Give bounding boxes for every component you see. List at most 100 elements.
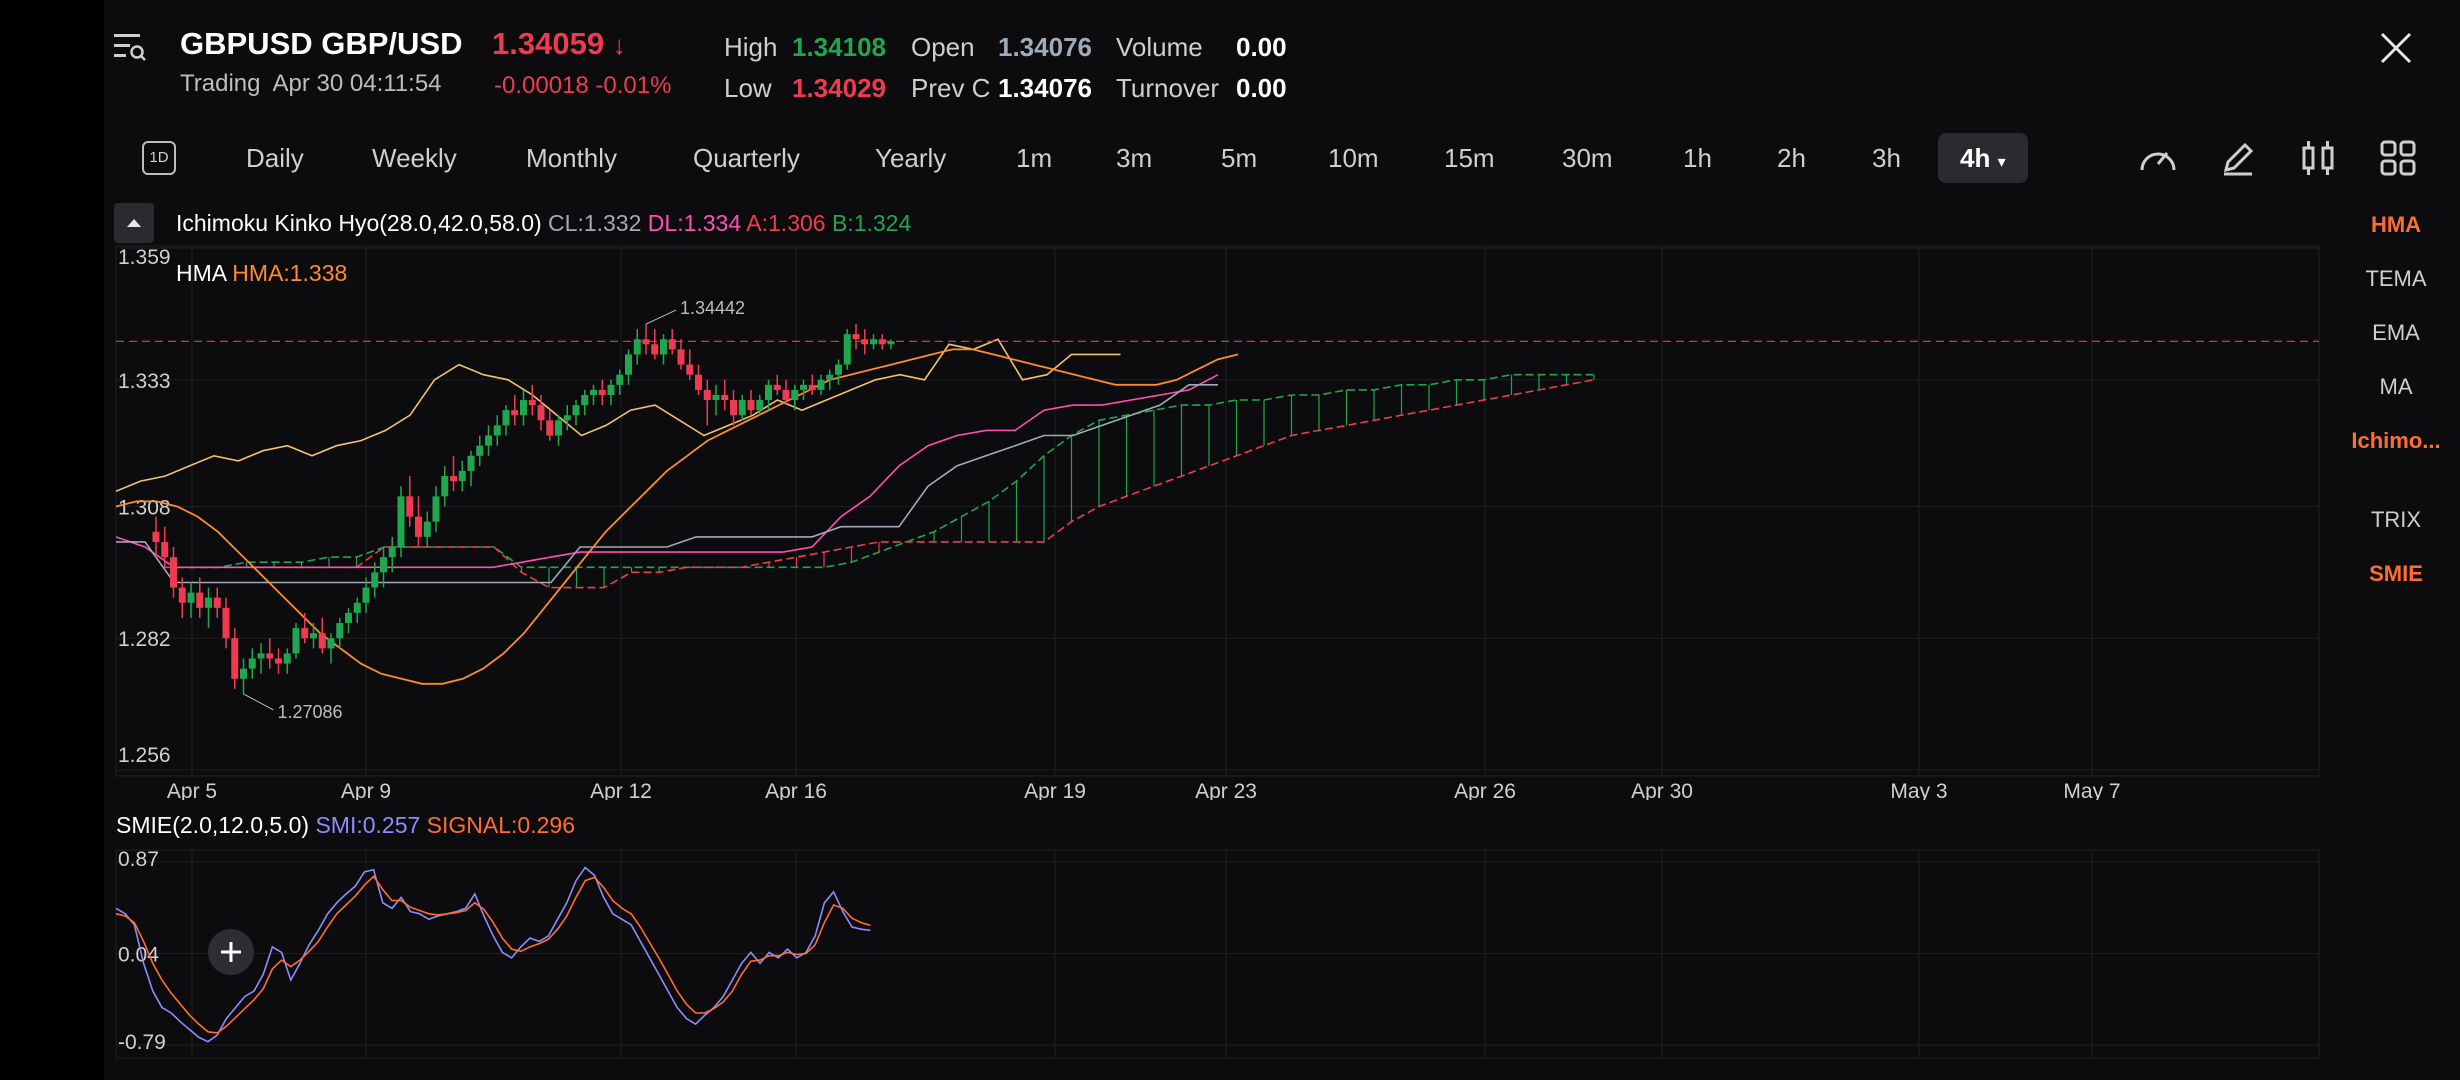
side-tema[interactable]: TEMA [2365,266,2427,291]
candle-down [415,516,422,537]
side-trix[interactable]: TRIX [2370,507,2422,532]
candle-up [458,470,466,482]
chart-mode-badge[interactable]: 1D [142,141,176,175]
signal-line [115,875,871,1034]
tf-30m[interactable]: 30m [1562,143,1613,173]
candle-up [432,496,440,522]
tf-quarterly[interactable]: Quarterly [693,143,800,173]
smie-name: SMIE(2.0,12.0,5.0) [116,812,310,838]
candle-up [572,405,580,416]
high-value: 1.34108 [792,32,886,62]
candle-up [283,653,291,664]
tf-2h[interactable]: 2h [1777,143,1806,173]
y-tick-label: 1.359 [118,246,171,269]
candle-up [380,557,387,573]
candle-down [730,400,737,416]
tf-4h-active[interactable]: 4h ▾ [1938,133,2028,183]
status-label: Trading [180,70,261,97]
candle-up [310,633,317,639]
candle-up [887,341,895,345]
candle-up [756,400,764,411]
high-label: High [724,32,778,62]
menu-button[interactable] [112,30,148,62]
candle-down [747,400,755,411]
volume-value: 0.00 [1236,32,1287,62]
candle-down [686,364,694,375]
min-annotation-line [243,693,274,711]
turnover-value: 0.00 [1236,73,1287,103]
ichimoku-legend: Ichimoku Kinko Hyo(28.0,42.0,58.0) CL:1.… [176,210,911,237]
candle-down [677,349,685,365]
status-datetime: Apr 30 04:11:54 [272,70,442,97]
tf-5m[interactable]: 5m [1221,143,1258,173]
x-tick-label: Apr 23 [1195,780,1257,800]
candle-down [170,557,177,588]
trading-chart-app: GBPUSD GBP/USD 1.34059 ↓ Trading Apr 30 … [104,0,2460,1080]
collapse-indicator-button[interactable] [114,203,154,243]
add-indicator-button[interactable] [208,929,254,975]
layout-button[interactable] [2378,138,2418,178]
draw-tool-button[interactable] [2218,138,2258,178]
candle-up [345,612,352,624]
chart-frame [115,245,2320,777]
candle-up [388,547,396,558]
smie-smi: SMI:0.257 [315,812,421,838]
candle-up [327,638,335,649]
smie-signal: SIGNAL:0.296 [426,812,575,838]
prevc-value: 1.34076 [998,73,1092,103]
side-smie[interactable]: SMIE [2369,561,2423,586]
candle-down [651,344,659,355]
indicator-tool-button[interactable] [2138,140,2178,176]
tf-monthly[interactable]: Monthly [526,143,618,173]
tf-daily[interactable]: Daily [246,143,304,173]
span-a-line [164,373,1594,569]
ichimoku-b: B:1.324 [831,210,912,236]
side-hma[interactable]: HMA [2370,212,2422,237]
candle-down [196,592,204,608]
x-tick-label: May 3 [1890,780,1947,800]
x-tick-label: Apr 16 [765,780,827,800]
x-tick-label: Apr 9 [341,780,391,800]
tf-15m[interactable]: 15m [1444,143,1495,173]
speedometer-icon [2140,152,2176,171]
sub-y-tick-label: 0.04 [118,944,159,967]
tf-3m[interactable]: 3m [1116,143,1153,173]
change-value: -0.00018 [494,72,589,99]
open-value: 1.34076 [998,32,1092,62]
candle-up [738,400,746,416]
tf-weekly[interactable]: Weekly [372,143,457,173]
prevc-label: Prev C [911,73,991,103]
grid-icon [2380,140,2416,176]
price-change: -0.00018 -0.01% [494,72,671,100]
down-arrow-icon: ↓ [612,30,626,60]
side-ichimoku[interactable]: Ichimo... [2351,428,2441,453]
x-tick-label: Apr 12 [590,780,652,800]
y-tick-label: 1.256 [118,744,171,767]
side-ma[interactable]: MA [2379,374,2413,399]
candle-down [301,628,309,639]
smie-chart[interactable]: 0.87 0.04 -0.79 [104,840,2324,1080]
candle-up [520,400,527,416]
tf-yearly[interactable]: Yearly [875,143,947,173]
change-percent: -0.01% [595,72,672,99]
tf-3h[interactable]: 3h [1872,143,1901,173]
ichimoku-cl: CL:1.332 [548,210,642,236]
tf-10m[interactable]: 10m [1328,143,1379,173]
price-chart[interactable]: 1.359 1.333 1.308 1.282 1.256 Apr 5 Apr 9 Apr 1… [104,240,2324,800]
candle-up [633,339,641,355]
chart-type-button[interactable] [2298,138,2338,178]
candle-down [231,638,239,679]
side-ema[interactable]: EMA [2372,320,2420,345]
close-icon [2380,32,2412,64]
tf-1m[interactable]: 1m [1016,143,1053,173]
x-tick-label: Apr 30 [1631,780,1693,800]
tf-1h[interactable]: 1h [1683,143,1712,173]
close-button[interactable] [2378,30,2414,66]
trading-status: Trading Apr 30 04:11:54 [180,70,442,98]
candle-up [187,592,195,603]
pencil-icon [2223,142,2254,176]
candle-down [695,374,702,390]
y-tick-label: 1.282 [118,628,171,651]
candle-down [178,587,186,603]
candle-down [222,607,230,639]
